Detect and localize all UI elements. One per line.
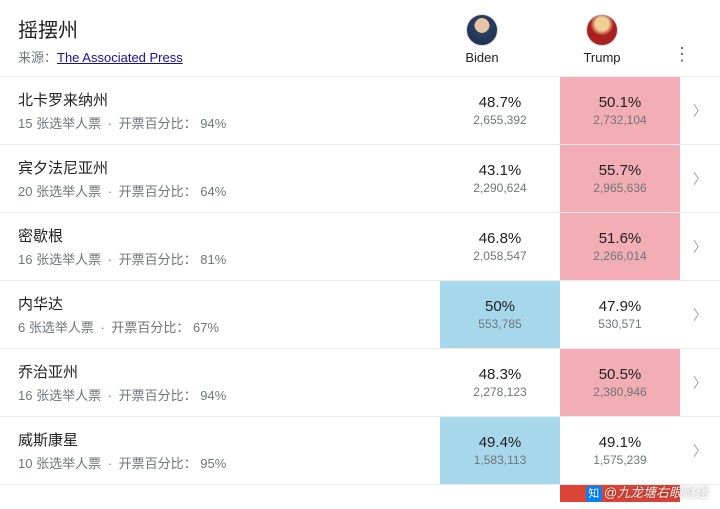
state-subline: 15 张选举人票 · 开票百分比： 94%: [18, 113, 440, 132]
state-name: 宾夕法尼亚州: [18, 157, 440, 178]
biden-cell: 49.4% 1,583,113: [440, 417, 560, 484]
trump-votes: 530,571: [598, 317, 641, 331]
biden-cell: 46.8% 2,058,547: [440, 213, 560, 280]
state-row[interactable]: 内华达 6 张选举人票 · 开票百分比： 67% 50% 553,785 47.9% 53…: [0, 280, 720, 348]
trump-votes: 2,965,636: [593, 181, 646, 195]
trump-pct: 50.5%: [599, 366, 642, 383]
source-link[interactable]: The Associated Press: [57, 50, 183, 65]
biden-votes: 2,290,624: [473, 181, 526, 195]
biden-votes: 1,583,113: [474, 453, 527, 467]
state-row[interactable]: 北卡罗来纳州 15 张选举人票 · 开票百分比： 94% 48.7% 2,655,39…: [0, 76, 720, 144]
biden-pct: 48.7%: [479, 94, 522, 111]
state-subline: 10 张选举人票 · 开票百分比： 95%: [18, 453, 440, 472]
state-name: 内华达: [18, 293, 440, 314]
more-menu-icon[interactable]: ⋮: [673, 44, 691, 65]
biden-pct: 48.3%: [479, 366, 522, 383]
trump-pct: 51.6%: [599, 230, 642, 247]
trump-cell: 50.5% 2,380,946: [560, 349, 680, 416]
state-row[interactable]: 威斯康星10 张选举人票 · 开票百分比： 95%49.4%1,583,1134…: [0, 416, 720, 484]
biden-avatar: [466, 14, 498, 46]
chevron-right-icon: 〉: [693, 305, 707, 325]
trump-pct: 49.1%: [599, 434, 642, 451]
chevron-right-icon: 〉: [693, 441, 707, 461]
biden-pct: 43.1%: [479, 162, 522, 179]
trump-cell: 49.1% 1,575,239: [560, 417, 680, 484]
biden-pct: 50%: [485, 298, 515, 315]
header: 摇摆州 来源：The Associated Press Biden Trump …: [0, 0, 720, 76]
state-row[interactable]: 密歇根 16 张选举人票 · 开票百分比： 81% 46.8% 2,058,547 51…: [0, 212, 720, 280]
biden-cell: 43.1% 2,290,624: [440, 145, 560, 212]
biden-cell: 50% 553,785: [440, 281, 560, 348]
trump-pct: 47.9%: [599, 298, 642, 315]
trump-cell: 50.1% 2,732,104: [560, 77, 680, 144]
state-name: 威斯康星: [18, 429, 440, 450]
trump-votes: 2,732,104: [593, 113, 646, 127]
trump-cell: 55.7% 2,965,636: [560, 145, 680, 212]
biden-votes: 2,655,392: [473, 113, 526, 127]
biden-cell: 48.3% 2,278,123: [440, 349, 560, 416]
biden-pct: 46.8%: [479, 230, 522, 247]
chevron-right-icon: 〉: [693, 237, 707, 257]
state-subline: 6 张选举人票 · 开票百分比： 67%: [18, 317, 440, 336]
candidate-trump-header: Trump: [542, 14, 662, 65]
chevron-right-icon: 〉: [693, 373, 707, 393]
page-title: 摇摆州: [18, 14, 422, 43]
chevron-right-icon: 〉: [693, 169, 707, 189]
state-name: 乔治亚州: [18, 361, 440, 382]
trump-votes: 1,575,239: [593, 453, 646, 467]
state-subline: 20 张选举人票 · 开票百分比： 64%: [18, 181, 440, 200]
biden-votes: 2,278,123: [473, 385, 526, 399]
state-name: 北卡罗来纳州: [18, 89, 440, 110]
trump-avatar: [586, 14, 618, 46]
trump-cell: 47.9% 530,571: [560, 281, 680, 348]
biden-cell: 48.7% 2,655,392: [440, 77, 560, 144]
trump-pct: 55.7%: [599, 162, 642, 179]
state-name: 密歇根: [18, 225, 440, 246]
trump-pct: 50.1%: [599, 94, 642, 111]
state-subline: 16 张选举人票 · 开票百分比： 94%: [18, 385, 440, 404]
biden-pct: 49.4%: [479, 434, 522, 451]
states-list: 北卡罗来纳州 15 张选举人票 · 开票百分比： 94% 48.7% 2,655,39…: [0, 76, 720, 484]
state-row[interactable]: 宾夕法尼亚州 20 张选举人票 · 开票百分比： 64% 43.1% 2,290,62…: [0, 144, 720, 212]
source-line: 来源：The Associated Press: [18, 47, 422, 66]
candidate-biden-header: Biden: [422, 14, 542, 65]
biden-votes: 2,058,547: [473, 249, 526, 263]
state-row[interactable]: 乔治亚州 16 张选举人票 · 开票百分比： 94% 48.3% 2,278,123 5…: [0, 348, 720, 416]
chevron-right-icon: 〉: [693, 101, 707, 121]
state-subline: 16 张选举人票 · 开票百分比： 81%: [18, 249, 440, 268]
trump-votes: 2,380,946: [593, 385, 646, 399]
trump-cell: 51.6% 2,266,014: [560, 213, 680, 280]
partial-row: [0, 484, 720, 502]
trump-votes: 2,266,014: [593, 249, 646, 263]
biden-votes: 553,785: [478, 317, 521, 331]
